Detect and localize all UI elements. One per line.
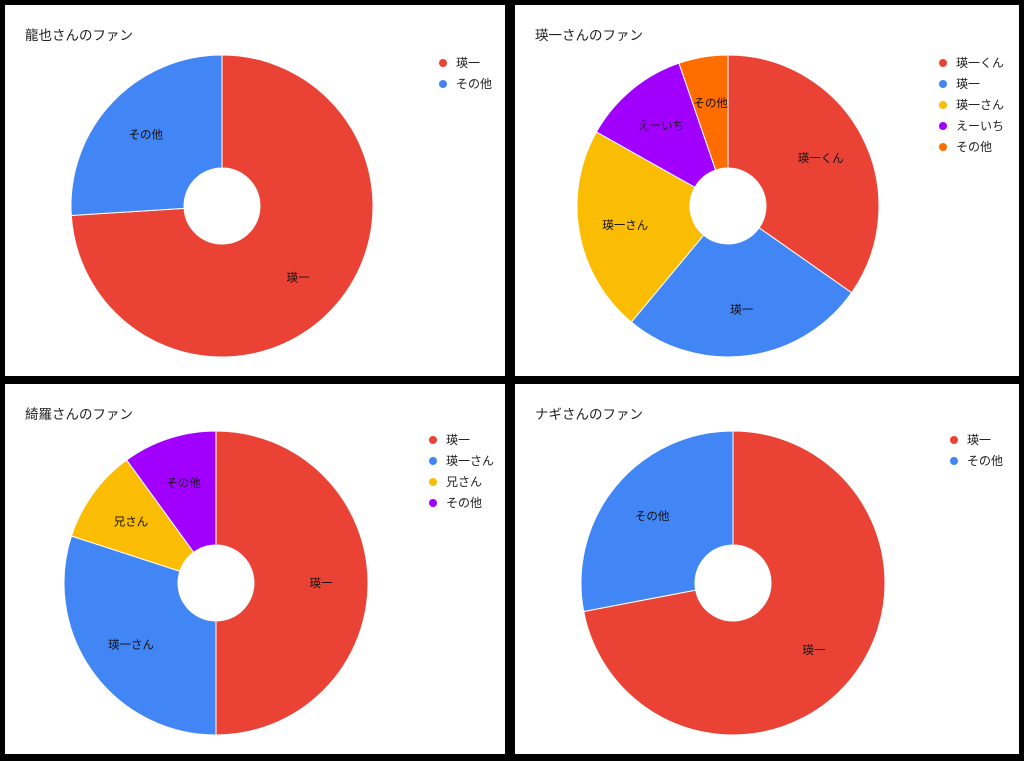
slice-label: その他 <box>694 96 729 110</box>
donut-slice <box>630 227 853 358</box>
legend-swatch <box>429 477 437 486</box>
legend-swatch <box>429 435 437 444</box>
legend-label: その他 <box>446 496 483 510</box>
donut-chart: 瑛一 その他 <box>70 54 374 358</box>
legend-swatch <box>950 456 958 465</box>
legend-label: 兄さん <box>446 475 483 489</box>
donut-slice <box>70 459 195 572</box>
chart-panel: 綺羅さんのファン 瑛一 瑛一さん 兄さん その他 瑛一 瑛一さん 兄さん その他 <box>5 384 505 754</box>
legend-swatch <box>950 435 958 444</box>
slice-label: 瑛一くん <box>798 151 844 165</box>
legend-label: その他 <box>956 140 993 154</box>
chart-legend: 瑛一 その他 <box>950 429 1003 471</box>
slice-label: 瑛一さん <box>108 638 154 652</box>
legend-item: えーいち <box>939 115 1004 136</box>
legend-swatch <box>429 456 437 465</box>
chart-title: 瑛一さんのファン <box>535 28 643 44</box>
slice-label: 瑛一 <box>802 643 825 657</box>
slice-label: その他 <box>129 127 164 141</box>
legend-label: 瑛一くん <box>956 56 1005 70</box>
slice-label: 兄さん <box>114 514 149 528</box>
slice-label: えーいち <box>638 119 684 133</box>
legend-item: 瑛一 <box>439 52 492 73</box>
legend-item: その他 <box>939 136 1004 157</box>
donut-slice <box>727 54 880 294</box>
legend-swatch <box>939 121 947 130</box>
legend-item: 瑛一 <box>950 429 1003 450</box>
legend-item: その他 <box>950 450 1003 471</box>
legend-label: その他 <box>967 454 1004 468</box>
donut-slice <box>583 430 886 736</box>
legend-label: えーいち <box>956 119 1005 133</box>
legend-label: 瑛一 <box>967 433 992 447</box>
donut-slice <box>595 62 717 189</box>
slice-label: 瑛一さん <box>602 218 648 232</box>
chart-title: ナギさんのファン <box>535 407 643 423</box>
donut-slice <box>678 54 729 171</box>
legend-label: 瑛一 <box>446 433 471 447</box>
legend-swatch <box>939 142 947 151</box>
donut-slice <box>576 131 705 323</box>
donut-slice <box>70 54 374 358</box>
slice-label: 瑛一 <box>310 576 333 590</box>
chart-legend: 瑛一くん瑛一瑛一さんえーいちその他 <box>939 52 1004 157</box>
legend-swatch <box>939 79 947 88</box>
chart-legend: 瑛一瑛一さん兄さんその他 <box>429 429 494 513</box>
legend-item: 瑛一さん <box>939 94 1004 115</box>
donut-slice <box>580 430 734 613</box>
chart-panel: ナギさんのファン 瑛一 その他 瑛一 その他 <box>515 384 1019 754</box>
legend-item: 瑛一 <box>429 429 494 450</box>
legend-label: 瑛一さん <box>956 98 1005 112</box>
legend-swatch <box>939 58 947 67</box>
slice-label: その他 <box>166 476 201 490</box>
legend-swatch <box>939 100 947 109</box>
chart-title: 綺羅さんのファン <box>25 407 133 423</box>
legend-item: 瑛一くん <box>939 52 1004 73</box>
slice-label: その他 <box>635 509 670 523</box>
donut-slice <box>125 430 217 553</box>
donut-slice <box>63 535 217 736</box>
slice-label: 瑛一 <box>287 271 310 285</box>
legend-label: 瑛一さん <box>446 454 495 468</box>
legend-item: その他 <box>429 492 494 513</box>
donut-slice <box>70 54 223 217</box>
chart-panel: 瑛一さんのファン 瑛一くん 瑛一 瑛一さん えーいち その他 瑛一くん 瑛一 瑛一さん えーい… <box>515 5 1019 376</box>
legend-item: 瑛一 <box>939 73 1004 94</box>
slice-label: 瑛一 <box>730 303 753 317</box>
legend-swatch <box>429 498 437 507</box>
legend-item: その他 <box>439 73 492 94</box>
legend-swatch <box>439 58 447 67</box>
legend-label: 瑛一 <box>456 56 481 70</box>
legend-item: 兄さん <box>429 471 494 492</box>
legend-item: 瑛一さん <box>429 450 494 471</box>
legend-swatch <box>439 79 447 88</box>
chart-panel: 龍也さんのファン 瑛一 その他 瑛一 その他 <box>5 5 505 376</box>
chart-title: 龍也さんのファン <box>25 28 133 44</box>
donut-slice <box>215 430 369 736</box>
chart-legend: 瑛一 その他 <box>439 52 492 94</box>
legend-label: 瑛一 <box>956 77 981 91</box>
legend-label: その他 <box>456 77 493 91</box>
donut-chart: 瑛一 その他 <box>580 430 886 736</box>
